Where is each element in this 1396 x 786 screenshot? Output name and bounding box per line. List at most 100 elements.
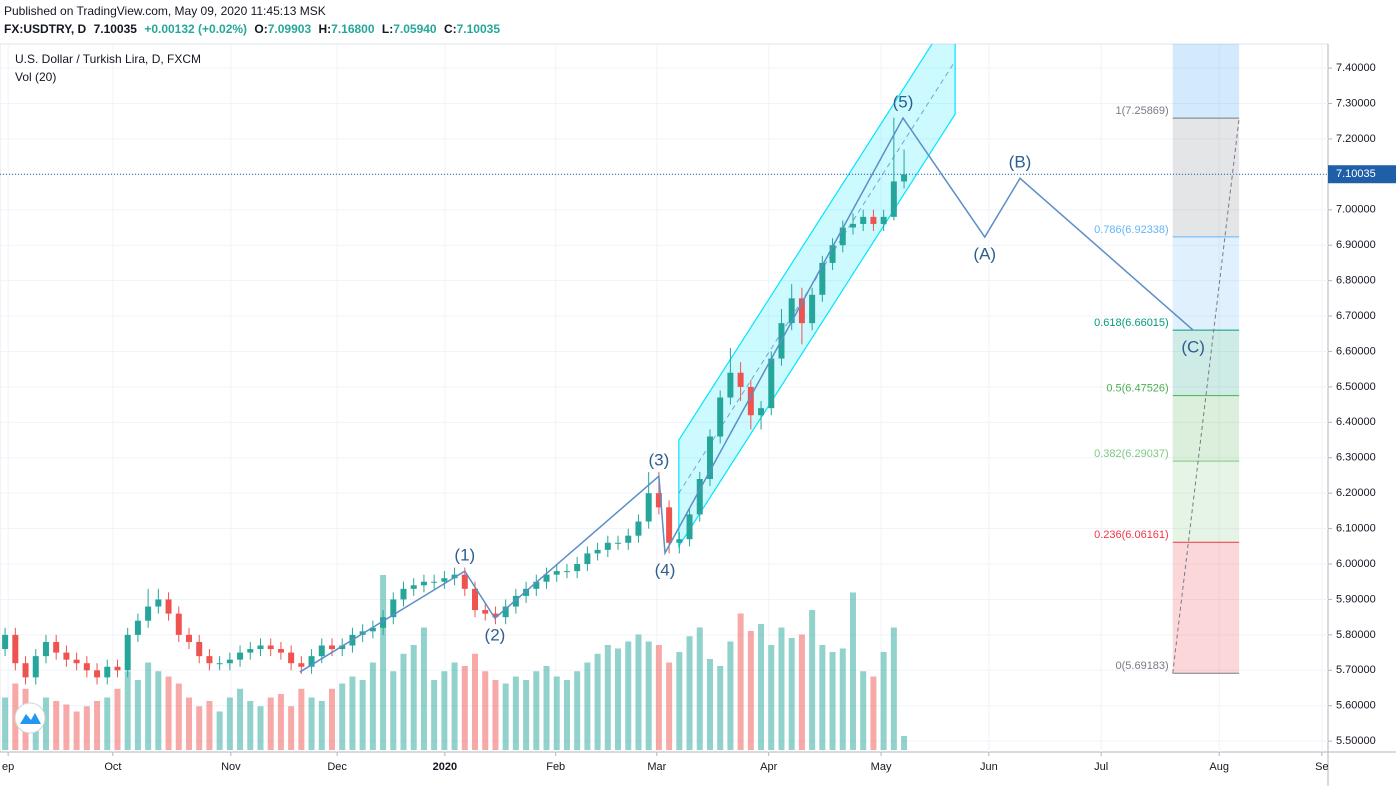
ohlc-key: H:	[318, 22, 331, 36]
fib-zone	[1172, 395, 1240, 462]
volume-bar	[758, 624, 765, 750]
x-tick-label: May	[871, 761, 892, 773]
candle-body	[329, 645, 335, 650]
ohlc-key: L:	[382, 22, 393, 36]
volume-bar	[492, 680, 499, 750]
x-tick-label: Aug	[1209, 761, 1229, 773]
volume-label: Vol (20)	[15, 70, 56, 84]
price-tag	[1328, 165, 1396, 184]
symbol: FX:USDTRY, D	[4, 22, 87, 36]
volume-bar	[696, 627, 703, 750]
volume-bar	[472, 653, 479, 750]
volume-bar	[686, 636, 693, 750]
volume-bar	[145, 662, 152, 750]
candle-body	[441, 578, 448, 582]
volume-bar	[247, 701, 254, 750]
channel	[678, 44, 956, 549]
y-tick-label: 6.90000	[1336, 239, 1376, 251]
y-tick-label: 7.30000	[1336, 97, 1376, 109]
candle-body	[165, 599, 172, 614]
volume-bar	[635, 634, 642, 750]
volume-bar	[666, 662, 673, 750]
candle-body	[829, 245, 836, 263]
fib-label: 0.382(6.29037)	[1094, 448, 1169, 460]
candle-body	[676, 539, 683, 543]
volume-bar	[676, 652, 683, 750]
volume-bar	[737, 613, 744, 750]
volume-bar	[134, 680, 141, 750]
volume-bar	[288, 706, 295, 750]
volume-bar	[185, 697, 192, 750]
volume-bar	[512, 676, 519, 750]
candle-body	[635, 521, 642, 536]
fib-label: 1(7.25869)	[1116, 105, 1169, 117]
price-tag-label: 7.10035	[1336, 168, 1376, 180]
candle-body	[22, 663, 29, 678]
y-tick-label: 6.60000	[1336, 345, 1376, 357]
ohlc-value: 7.05940	[393, 22, 437, 36]
candle-body	[124, 634, 131, 671]
volume-bar	[369, 662, 376, 750]
fib-trend	[1172, 118, 1240, 674]
volume-bar	[502, 683, 509, 750]
x-tick-label: Oct	[104, 761, 121, 773]
volume-bar	[778, 627, 785, 750]
y-tick-label: 7.20000	[1336, 133, 1376, 145]
volume-bar	[645, 641, 652, 750]
volume-bar	[809, 610, 816, 750]
wave-label: (B)	[1009, 153, 1032, 172]
wave-label: (5)	[893, 93, 914, 112]
candle-body	[237, 652, 244, 660]
candle-body	[758, 408, 765, 416]
x-tick-label: Mar	[647, 761, 666, 773]
volume-bar	[339, 683, 346, 750]
candle-body	[880, 216, 887, 224]
candle-body	[890, 181, 897, 217]
volume-bar	[42, 697, 49, 750]
volume-bar	[257, 706, 264, 750]
volume-bar	[329, 688, 335, 750]
wave-label: (3)	[649, 451, 670, 470]
volume-bar	[788, 638, 795, 750]
volume-bar	[83, 706, 90, 750]
y-tick-label: 6.50000	[1336, 381, 1376, 393]
candle-body	[288, 652, 295, 664]
candle-body	[226, 659, 233, 664]
candle-body	[2, 634, 9, 650]
candle-body	[615, 542, 622, 544]
candle-body	[584, 553, 591, 565]
fib-label: 0.236(6.06161)	[1094, 529, 1169, 541]
candle-body	[196, 641, 203, 657]
wave-label: (A)	[973, 245, 996, 264]
volume-bar	[359, 680, 366, 750]
change: +0.00132 (+0.02%)	[144, 22, 247, 36]
y-tick-label: 6.70000	[1336, 310, 1376, 322]
chart-title: U.S. Dollar / Turkish Lira, D, FXCM	[15, 52, 201, 66]
volume-bar	[114, 688, 121, 750]
candle-body	[12, 634, 19, 664]
volume-bar	[226, 697, 233, 750]
candle-body	[727, 372, 734, 398]
volume-bar	[482, 671, 489, 750]
candle-body	[390, 599, 397, 618]
wave-line	[299, 116, 1194, 673]
candle-body	[267, 645, 274, 650]
candle-body	[42, 641, 49, 657]
candle-body	[431, 581, 438, 583]
y-tick-label: 5.50000	[1336, 735, 1376, 747]
fib-label: 0.618(6.66015)	[1094, 317, 1169, 329]
volume-bar	[390, 671, 397, 750]
candle-body	[145, 606, 152, 621]
published: Published on TradingView.com, May 09, 20…	[4, 4, 326, 18]
candle-body	[32, 656, 39, 678]
x-tick-label: Jul	[1094, 761, 1108, 773]
y-tick-label: 7.00000	[1336, 204, 1376, 216]
volume-bar	[584, 662, 591, 750]
candle-body	[277, 649, 284, 653]
candle-body	[604, 542, 611, 550]
volume-bar	[706, 659, 713, 750]
x-tick-label: Jun	[980, 761, 998, 773]
x-tick-label: 2020	[433, 761, 457, 773]
candle-body	[247, 649, 254, 653]
